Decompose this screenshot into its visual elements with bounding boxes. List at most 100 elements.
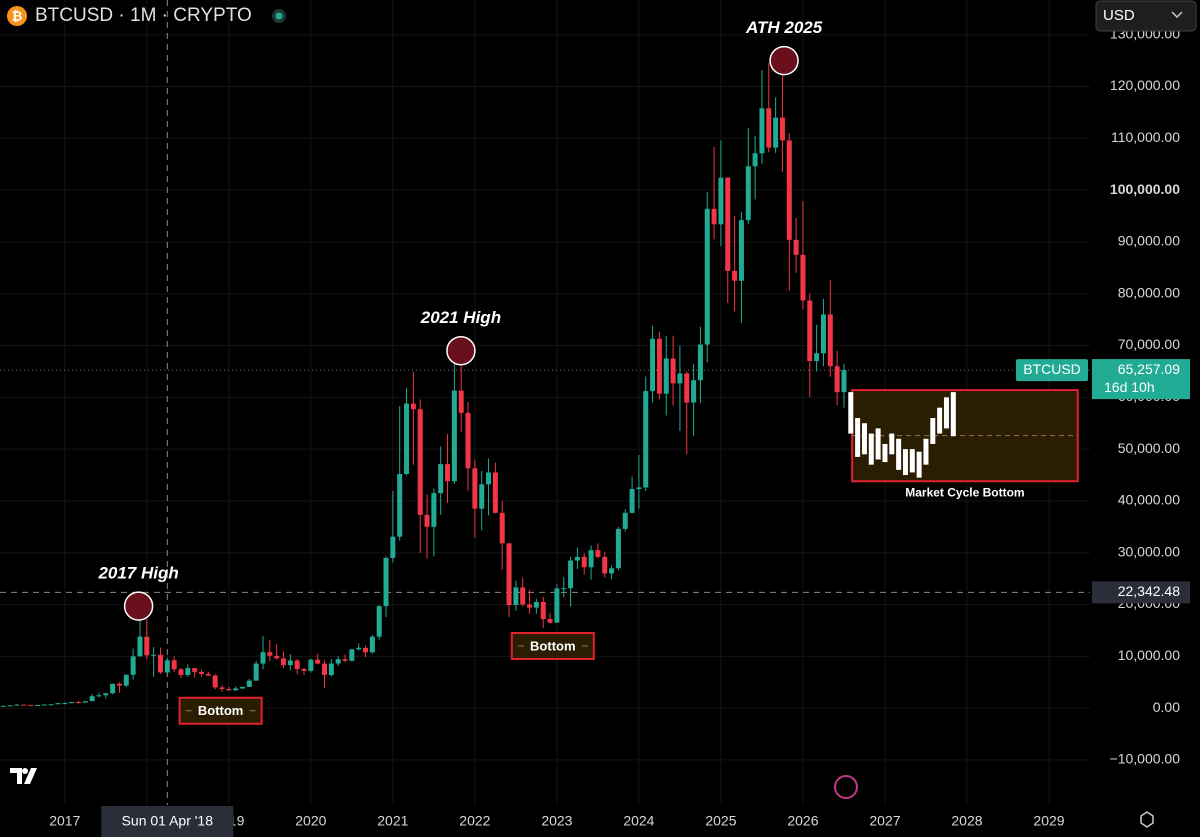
x-tick-label: 2026 — [787, 813, 818, 829]
y-tick-label: 110,000.00 — [1111, 129, 1180, 145]
crosshair-x-label: Sun 01 Apr '18 — [122, 813, 214, 829]
price-tag — [1092, 359, 1190, 400]
candle-body — [738, 220, 744, 281]
candle-body — [725, 177, 731, 271]
crosshair-x-tag — [101, 806, 234, 837]
candle-body — [533, 601, 539, 608]
candle-body — [233, 688, 239, 691]
projection-bar — [937, 407, 943, 434]
bottom-box — [510, 631, 595, 660]
candle-body — [48, 704, 54, 706]
candle-body — [513, 587, 519, 606]
candle-body — [212, 675, 218, 688]
x-tick-label: 2028 — [951, 813, 982, 829]
candle-body — [691, 380, 697, 403]
candle-body — [322, 663, 328, 675]
y-tick-label: 10,000.00 — [1118, 647, 1180, 663]
projection-bar — [916, 451, 922, 478]
candle-body — [486, 472, 492, 485]
candle-body — [424, 514, 430, 527]
candle-body — [718, 177, 724, 225]
candle-body — [281, 658, 287, 666]
candle-body — [451, 390, 457, 482]
y-axis-panel — [1090, 0, 1200, 837]
candle-body — [287, 660, 293, 666]
candle-body — [369, 636, 375, 653]
candle-body — [363, 647, 369, 653]
candle-body — [62, 703, 68, 705]
projection-bar — [923, 438, 929, 465]
candle-body — [253, 663, 259, 681]
x-tick-label: 2021 — [377, 813, 408, 829]
candle-body — [643, 391, 649, 488]
candle-body — [69, 701, 75, 704]
candle-body — [472, 468, 478, 509]
candle-body — [663, 358, 669, 394]
btc-icon-glyph: ₿ — [12, 8, 23, 23]
candle-body — [397, 473, 403, 537]
candle-body — [7, 705, 13, 707]
crosshair-y-tag — [1092, 581, 1190, 604]
candle-body — [335, 659, 341, 664]
candle-body — [308, 659, 314, 671]
currency-label[interactable]: USD — [1103, 7, 1135, 24]
candle-body — [445, 464, 451, 482]
candle-body — [773, 117, 779, 148]
candle-body — [568, 560, 574, 589]
candle-body — [34, 704, 40, 706]
candle-body — [41, 704, 47, 706]
candle-body — [226, 688, 232, 691]
candle-body — [157, 654, 163, 673]
btc-icon — [7, 6, 27, 26]
price-label: 65,257.09 — [1118, 361, 1180, 377]
projection-bar — [848, 392, 854, 434]
y-tick-label: 30,000.00 — [1118, 543, 1180, 559]
candle-body — [458, 390, 464, 413]
projection-bar — [930, 418, 936, 444]
candle-body — [151, 654, 157, 656]
candle-body — [82, 701, 88, 703]
candle-body — [28, 704, 34, 706]
x-tick-label: 2025 — [705, 813, 736, 829]
countdown-label: 16d 10h — [1104, 379, 1155, 395]
y-tick-label: 120,000.00 — [1110, 77, 1180, 93]
crosshair-y-label: 22,342.48 — [1118, 583, 1180, 599]
currency-select[interactable] — [1095, 0, 1197, 32]
candle-body — [807, 300, 813, 362]
candle-body — [574, 556, 580, 561]
candle-body — [123, 674, 129, 686]
y-tick-label: −10,000.00 — [1110, 751, 1181, 767]
candle-body — [602, 556, 608, 574]
bottom-label: Bottom — [198, 703, 244, 718]
candle-body — [390, 536, 396, 558]
candle-body — [595, 550, 601, 557]
header-title: BTCUSD · 1M · CRYPTO — [35, 5, 252, 26]
x-tick-label: 2027 — [869, 813, 900, 829]
candle-body — [383, 557, 389, 607]
candle-body — [192, 668, 198, 672]
candle-body — [684, 373, 690, 403]
candle-body — [410, 403, 416, 410]
candle-body — [294, 660, 300, 670]
candle-body — [144, 636, 150, 656]
candle-body — [609, 568, 615, 574]
candle-body — [704, 208, 710, 345]
candle-body — [636, 487, 642, 490]
candle-body — [766, 108, 772, 148]
candle-body — [342, 659, 348, 661]
candle-body — [130, 656, 136, 675]
candle-body — [14, 704, 20, 706]
candle-body — [499, 512, 505, 544]
candle-body — [438, 464, 444, 494]
candle-body — [431, 493, 437, 527]
x-tick-label: 2022 — [459, 813, 490, 829]
candle-body — [0, 705, 6, 707]
candle-body — [89, 696, 95, 702]
candle-body — [178, 669, 184, 675]
candle-body — [21, 704, 27, 706]
candle-body — [697, 344, 703, 381]
candle-body — [417, 409, 423, 515]
candle-body — [841, 370, 847, 393]
candle-body — [629, 489, 635, 513]
x-tick-label: 2029 — [1033, 813, 1064, 829]
